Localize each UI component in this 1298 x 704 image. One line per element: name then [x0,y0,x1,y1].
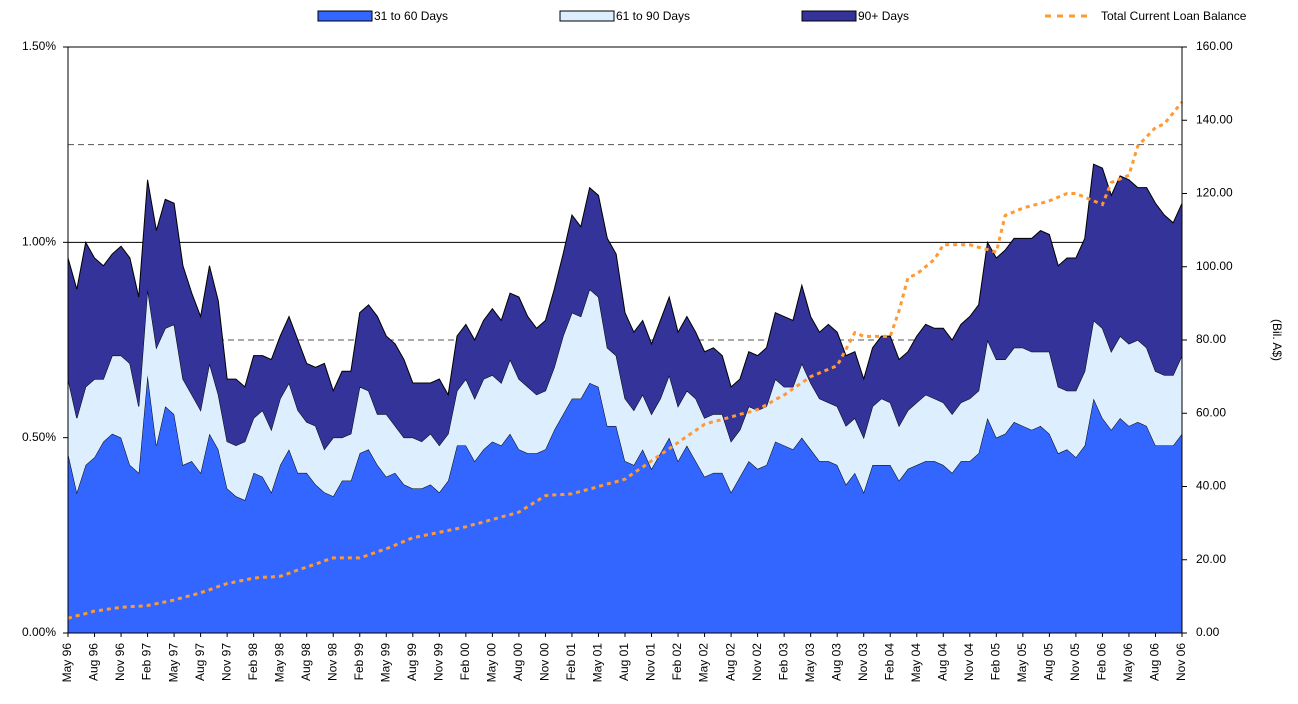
x-tick-label: Feb 97 [140,643,154,681]
x-tick-label: May 03 [803,643,817,683]
area [68,375,1182,633]
area-outline [67,163,1183,397]
x-tick-label: Aug 00 [511,643,525,681]
x-tick-label: Feb 01 [564,643,578,681]
x-tick-label: Nov 99 [432,643,446,681]
x-tick-label: Aug 01 [617,643,631,681]
x-tick-label: Feb 02 [670,643,684,681]
y2-tick-label: 100.00 [1196,259,1233,273]
y2-tick-label: 160.00 [1196,39,1233,53]
x-tick-label: Nov 06 [1174,643,1188,681]
y-tick-label: 1.50% [22,39,56,53]
y2-axis-title: (Bil. A$) [1270,319,1284,361]
legend-item: 31 to 60 Days [317,9,448,23]
legend-label: 90+ Days [858,9,909,23]
x-tick-label: Nov 96 [113,643,127,681]
x-tick-label: Nov 04 [962,643,976,681]
x-tick-label: May 02 [697,643,711,683]
x-tick-label: Nov 98 [325,643,339,681]
legend-label: Total Current Loan Balance [1101,9,1247,23]
x-tick-label: May 04 [909,643,923,683]
x-tick-label: Feb 04 [882,643,896,681]
x-tick-label: Aug 02 [723,643,737,681]
x-tick-label: Aug 06 [1148,643,1162,681]
x-tick-label: Aug 96 [87,643,101,681]
x-tick-label: May 99 [378,643,392,683]
y-tick-label: 0.50% [22,430,56,444]
legend-item: 90+ Days [801,9,909,23]
x-tick-label: Nov 97 [219,643,233,681]
x-tick-label: Aug 03 [829,643,843,681]
line [67,100,1184,620]
x-tick-label: Aug 98 [299,643,313,681]
y2-tick-label: 40.00 [1196,479,1226,493]
x-tick-label: Aug 99 [405,643,419,681]
x-tick-label: Aug 05 [1042,643,1056,681]
y-tick-label: 1.00% [22,235,56,249]
y2-tick-label: 120.00 [1196,186,1233,200]
legend-item: Total Current Loan Balance [1045,9,1247,23]
x-tick-label: May 05 [1015,643,1029,683]
x-tick-label: May 00 [485,643,499,683]
x-tick-label: Nov 05 [1068,643,1082,681]
x-tick-label: Feb 03 [776,643,790,681]
x-tick-label: Nov 01 [644,643,658,681]
legend-swatch [559,10,615,22]
x-tick-label: May 01 [591,643,605,683]
x-tick-label: Feb 99 [352,643,366,681]
x-tick-label: Aug 04 [935,643,949,681]
x-tick-label: Nov 00 [538,643,552,681]
legend-swatch [801,10,857,22]
y2-tick-label: 0.00 [1196,625,1220,639]
x-tick-label: May 06 [1121,643,1135,683]
x-tick-label: May 98 [272,643,286,683]
x-tick-label: May 97 [166,643,180,683]
y2-tick-label: 140.00 [1196,112,1233,126]
area [68,289,1182,501]
legend-label: 61 to 90 Days [616,9,690,23]
area [68,164,1182,450]
y2-tick-label: 80.00 [1196,332,1226,346]
x-tick-label: Feb 00 [458,643,472,681]
legend-label: 31 to 60 Days [374,9,448,23]
x-tick-label: Nov 02 [750,643,764,681]
legend-item: 61 to 90 Days [559,9,690,23]
x-tick-label: Nov 03 [856,643,870,681]
y-tick-label: 0.00% [22,625,56,639]
x-tick-label: Feb 06 [1095,643,1109,681]
legend-swatch [317,10,373,22]
y2-tick-label: 60.00 [1196,405,1226,419]
x-tick-label: May 96 [60,643,74,683]
x-tick-label: Aug 97 [193,643,207,681]
x-tick-label: Feb 98 [246,643,260,681]
x-tick-label: Feb 05 [989,643,1003,681]
y2-tick-label: 20.00 [1196,552,1226,566]
